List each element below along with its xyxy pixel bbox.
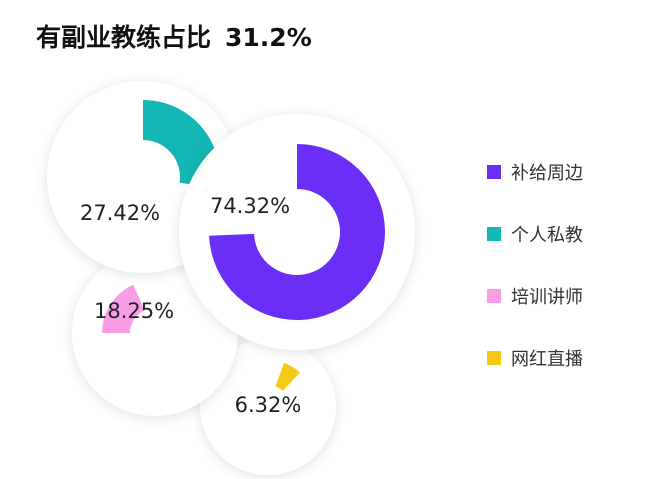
legend-swatch <box>487 351 501 365</box>
legend-item: 网红直播 <box>487 346 583 370</box>
legend-swatch <box>487 227 501 241</box>
bubble-background <box>200 339 336 475</box>
bubble-4: 6.32% <box>200 339 336 475</box>
chart-title-value: 31.2% <box>225 23 312 52</box>
data-label-2: 27.42% <box>80 201 160 225</box>
bubble-1: 74.32% <box>179 114 415 350</box>
donut-segment-1 <box>209 144 385 321</box>
legend-label: 个人私教 <box>511 225 583 246</box>
legend-swatch <box>487 289 501 303</box>
donut-segment-4 <box>275 362 300 391</box>
legend-label: 培训讲师 <box>511 287 583 308</box>
legend-item: 个人私教 <box>487 222 583 246</box>
legend-swatch <box>487 165 501 179</box>
donut-segment-3 <box>101 284 145 333</box>
data-label-3: 18.25% <box>94 299 174 323</box>
data-label-1: 74.32% <box>210 194 290 218</box>
chart-title-text: 有副业教练占比 <box>36 23 212 52</box>
legend-item: 补给周边 <box>487 160 583 184</box>
data-label-4: 6.32% <box>235 393 302 417</box>
legend-item: 培训讲师 <box>487 284 583 308</box>
legend-label: 补给周边 <box>511 163 583 184</box>
legend-label: 网红直播 <box>511 349 583 370</box>
legend: 补给周边个人私教培训讲师网红直播 <box>487 160 583 370</box>
chart-title: 有副业教练占比 31.2% <box>36 18 312 54</box>
